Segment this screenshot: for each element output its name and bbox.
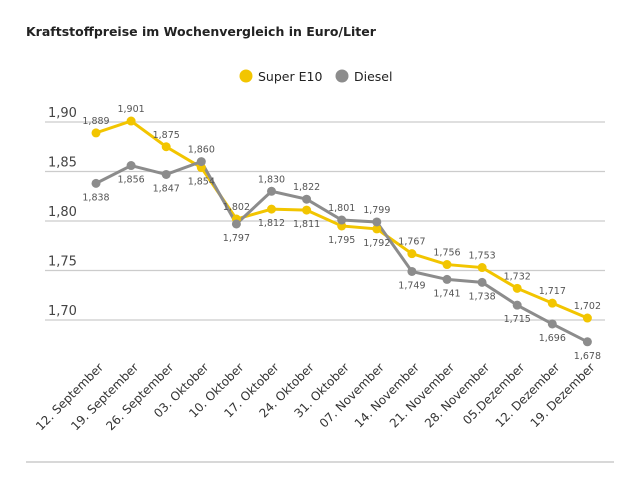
data-label: 1,678 <box>574 351 601 362</box>
data-point <box>547 298 557 308</box>
data-point <box>161 169 171 179</box>
chart-title: Kraftstoffpreise im Wochenvergleich in E… <box>26 24 377 39</box>
data-label: 1,749 <box>398 280 425 291</box>
data-point <box>196 157 206 167</box>
y-tick-label: 1,90 <box>48 106 77 121</box>
y-tick-label: 1,85 <box>48 156 77 171</box>
data-point <box>442 260 452 270</box>
data-point <box>302 194 312 204</box>
data-label: 1,812 <box>258 218 285 229</box>
data-label: 1,847 <box>153 183 180 194</box>
data-point <box>302 205 312 215</box>
x-tick-label: 05.Dezember <box>460 360 527 427</box>
data-point <box>442 274 452 284</box>
data-point <box>91 178 101 188</box>
data-point <box>337 215 347 225</box>
y-tick-label: 1,80 <box>48 205 77 220</box>
y-tick-label: 1,70 <box>48 304 77 319</box>
data-label: 1,717 <box>539 286 566 297</box>
legend-marker <box>239 69 253 83</box>
data-point <box>407 266 417 276</box>
data-label: 1,901 <box>117 104 144 115</box>
data-point <box>267 186 276 196</box>
data-label: 1,702 <box>574 301 601 312</box>
data-point <box>512 283 522 293</box>
data-label: 1,802 <box>223 202 250 213</box>
data-point <box>582 337 592 347</box>
data-label: 1,889 <box>82 116 109 127</box>
data-label: 1,822 <box>293 182 320 193</box>
data-label: 1,715 <box>504 314 531 325</box>
data-point <box>161 142 171 152</box>
data-point <box>372 217 382 227</box>
data-point <box>407 249 417 259</box>
legend-marker <box>335 69 349 83</box>
data-label: 1,801 <box>328 203 355 214</box>
data-label: 1,830 <box>258 174 285 185</box>
y-tick-label: 1,75 <box>48 255 77 270</box>
data-point <box>126 161 136 171</box>
data-label: 1,738 <box>468 291 495 302</box>
data-label: 1,797 <box>223 233 250 244</box>
data-label: 1,792 <box>363 238 390 249</box>
data-label: 1,756 <box>433 248 460 259</box>
data-point <box>91 128 101 138</box>
data-point <box>547 319 557 329</box>
legend-label: Diesel <box>354 69 392 84</box>
data-point <box>477 277 487 287</box>
data-label: 1,696 <box>539 333 566 344</box>
data-point <box>477 263 487 273</box>
legend-label: Super E10 <box>258 69 322 84</box>
data-point <box>231 219 241 229</box>
data-label: 1,838 <box>82 192 109 203</box>
data-label: 1,732 <box>504 271 531 282</box>
data-point <box>372 224 382 234</box>
legend: Super E10 Diesel <box>239 69 392 84</box>
data-label: 1,856 <box>117 175 144 186</box>
data-label: 1,795 <box>328 235 355 246</box>
data-point <box>582 313 592 323</box>
data-label: 1,875 <box>153 130 180 141</box>
data-point <box>126 116 136 126</box>
data-point <box>267 204 276 214</box>
data-label: 1,860 <box>188 145 215 156</box>
data-label: 1,767 <box>398 237 425 248</box>
data-point <box>512 300 522 310</box>
x-tick-label: 19. Dezember <box>528 360 598 430</box>
data-label: 1,811 <box>293 219 320 230</box>
data-label: 1,854 <box>188 177 215 188</box>
data-label: 1,753 <box>468 251 495 262</box>
data-label: 1,741 <box>433 288 460 299</box>
data-label: 1,799 <box>363 205 390 216</box>
